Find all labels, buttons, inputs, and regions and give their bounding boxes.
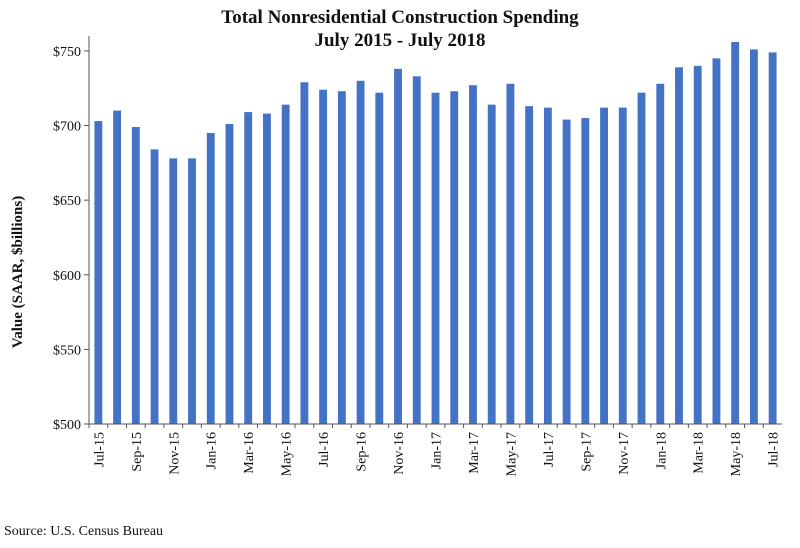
- bar-dec-15: [188, 158, 196, 424]
- bar-may-18: [731, 41, 740, 424]
- bar-apr-17: [487, 104, 496, 425]
- x-tick-label: Jan-18: [654, 432, 669, 469]
- bar-sep-15: [131, 127, 140, 425]
- bar-jun-18: [749, 49, 758, 424]
- bar-jun-16: [300, 82, 309, 424]
- x-tick-label: Mar-16: [242, 432, 257, 474]
- bar-jan-17: [431, 92, 440, 424]
- x-tick-label: Nov-17: [617, 432, 632, 475]
- x-tick-label: Jan-17: [430, 432, 445, 469]
- bar-aug-15: [113, 110, 122, 424]
- x-tick-label: Mar-17: [467, 432, 482, 474]
- x-tick-label: Nov-15: [167, 432, 182, 475]
- source-note: Source: U.S. Census Bureau: [4, 524, 164, 539]
- x-tick-label: May-16: [280, 432, 295, 476]
- y-axis-title: Value (SAAR, $billions): [10, 196, 26, 348]
- bar-nov-16: [394, 68, 402, 424]
- bar-sep-17: [581, 118, 590, 425]
- bar-mar-17: [469, 85, 477, 424]
- bar-jan-16: [206, 133, 215, 424]
- bar-apr-18: [712, 58, 721, 425]
- x-tick-label: Sep-15: [130, 432, 145, 472]
- x-tick-label: Sep-17: [579, 432, 594, 472]
- x-tick-label: May-18: [729, 432, 744, 476]
- bar-jul-18: [768, 52, 777, 425]
- bar-feb-18: [675, 67, 683, 424]
- bar-nov-15: [169, 158, 178, 424]
- bar-oct-17: [600, 107, 609, 424]
- y-ticks: $500 $550 $600 $650 $700 $750: [53, 45, 89, 433]
- bar-aug-16: [337, 91, 346, 424]
- chart-title: Total Nonresidential Construction Spendi…: [0, 6, 800, 52]
- bar-jan-18: [656, 83, 665, 424]
- bar-jul-17: [543, 107, 552, 424]
- chart-title-line-1: Total Nonresidential Construction Spendi…: [221, 7, 579, 28]
- bar-jul-15: [94, 121, 103, 425]
- bar-apr-16: [262, 113, 271, 424]
- bar-nov-17: [618, 107, 627, 424]
- bar-dec-16: [412, 76, 421, 425]
- y-tick-label: $650: [53, 194, 81, 209]
- x-tick-label: May-17: [504, 432, 519, 476]
- bar-jun-17: [525, 106, 534, 424]
- bar-jul-16: [319, 89, 328, 424]
- x-tick-label: Jul-15: [92, 432, 107, 467]
- bar-may-17: [506, 83, 515, 424]
- bar-aug-17: [562, 119, 571, 425]
- bar-oct-16: [375, 92, 384, 424]
- y-tick-label: $600: [53, 269, 81, 284]
- bar-may-16: [281, 104, 290, 425]
- bar-mar-18: [693, 65, 702, 424]
- x-tick-label: Jan-16: [205, 432, 220, 469]
- x-tick-label: Nov-16: [392, 432, 407, 475]
- y-tick-label: $550: [53, 343, 81, 358]
- x-tick-label: Jul-16: [317, 432, 332, 467]
- bar-feb-16: [225, 124, 234, 425]
- y-tick-label: $500: [53, 418, 81, 433]
- bar-mar-16: [244, 112, 253, 424]
- y-tick-label: $700: [53, 120, 81, 135]
- bars-group: [94, 41, 777, 425]
- chart-title-line-2: July 2015 - July 2018: [314, 30, 486, 51]
- x-tick-label: Jul-18: [767, 432, 782, 467]
- y-tick-label: $750: [53, 45, 81, 60]
- bar-dec-17: [637, 92, 646, 424]
- x-tick-label: Jul-17: [542, 432, 557, 467]
- x-tick-label: Mar-18: [692, 432, 707, 474]
- x-ticks: Jul-15 Sep-15 Nov-15 Jan-16 Mar-16 May-16 Jul-…: [88, 424, 782, 476]
- x-tick-label: Sep-16: [355, 432, 370, 472]
- bar-sep-16: [356, 80, 365, 425]
- bar-feb-17: [450, 91, 459, 424]
- axes-group: [88, 36, 782, 425]
- bar-oct-15: [150, 149, 159, 424]
